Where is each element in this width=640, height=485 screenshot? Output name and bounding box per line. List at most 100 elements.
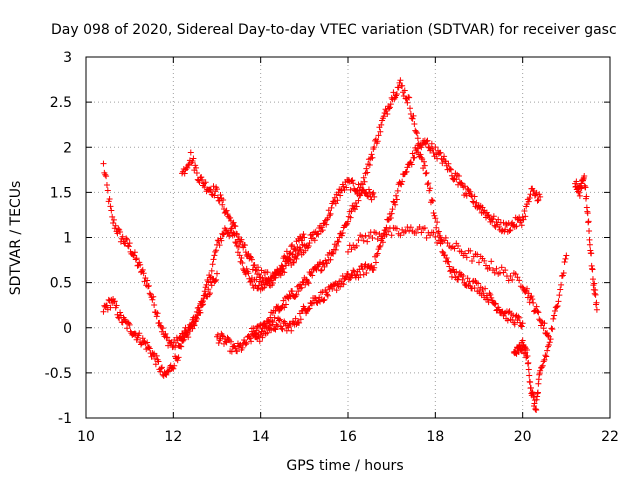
data-point [402, 228, 409, 235]
data-point [413, 230, 420, 237]
data-point [237, 341, 244, 348]
data-point [378, 121, 385, 128]
data-point [437, 149, 444, 156]
x-tick-label: 16 [339, 429, 357, 445]
data-point [411, 121, 418, 128]
data-point [321, 263, 328, 270]
data-point [347, 214, 354, 221]
data-point [444, 239, 451, 246]
data-point [278, 325, 285, 332]
data-point [149, 296, 156, 303]
data-point [211, 252, 218, 259]
data-point [193, 170, 200, 177]
data-point [306, 305, 313, 312]
data-point [210, 256, 217, 263]
data-point [290, 259, 297, 266]
data-point [277, 272, 284, 279]
data-point [324, 291, 331, 298]
data-point [421, 224, 428, 231]
data-point [302, 281, 309, 288]
data-point [332, 200, 339, 207]
data-point [308, 269, 315, 276]
data-point [207, 279, 214, 286]
data-point [133, 255, 140, 262]
data-point [288, 243, 295, 250]
data-point [524, 285, 531, 292]
data-point [151, 302, 158, 309]
data-point [317, 267, 324, 274]
data-point [327, 210, 334, 217]
data-point [410, 112, 417, 119]
data-point [110, 298, 117, 305]
data-point [212, 277, 219, 284]
data-point [234, 249, 241, 256]
data-point [589, 266, 596, 273]
data-point [563, 252, 570, 259]
data-point [177, 343, 184, 350]
data-point [526, 372, 533, 379]
data-point [369, 235, 376, 242]
data-point [521, 343, 528, 350]
data-point [238, 254, 245, 261]
data-point [227, 214, 234, 221]
data-point [480, 290, 487, 297]
data-point [289, 258, 296, 265]
data-point [486, 264, 493, 271]
data-point [157, 368, 164, 375]
data-point [512, 271, 519, 278]
data-point [399, 82, 406, 89]
data-point [181, 170, 188, 177]
data-point [184, 164, 191, 171]
data-point [113, 302, 120, 309]
data-point [557, 286, 564, 293]
data-point [243, 339, 250, 346]
data-point [491, 222, 498, 229]
data-point [231, 222, 238, 229]
data-point [286, 256, 293, 263]
data-point [103, 173, 110, 180]
data-point [191, 322, 198, 329]
x-axis-label: GPS time / hours [286, 458, 403, 474]
data-point [185, 162, 192, 169]
y-tick-label: 1 [63, 231, 72, 247]
data-point [586, 241, 593, 248]
data-point [296, 233, 303, 240]
data-point [445, 160, 452, 167]
data-point [150, 351, 157, 358]
data-point [405, 94, 412, 101]
data-point [276, 316, 283, 323]
data-point [294, 243, 301, 250]
data-point [409, 150, 416, 157]
chart-title: Day 098 of 2020, Sidereal Day-to-day VTE… [51, 22, 617, 38]
data-point [430, 209, 437, 216]
data-point [247, 279, 254, 286]
data-point [438, 236, 445, 243]
data-point [460, 273, 467, 279]
data-point [232, 223, 239, 230]
data-point [340, 183, 347, 190]
data-point [561, 258, 568, 265]
data-point [264, 329, 271, 336]
data-point [491, 269, 498, 276]
data-point [180, 336, 187, 343]
data-point [126, 321, 133, 328]
data-point [428, 196, 435, 203]
data-point [424, 137, 431, 144]
data-point [155, 358, 162, 365]
data-point [355, 237, 362, 244]
data-point [132, 256, 139, 263]
data-point [462, 183, 469, 190]
data-point [318, 224, 325, 231]
data-point [507, 273, 514, 280]
data-point [216, 242, 223, 249]
data-point [314, 300, 321, 307]
data-point [218, 237, 225, 244]
data-point [103, 302, 110, 309]
data-point [442, 234, 449, 241]
data-point [164, 334, 171, 341]
data-point [242, 341, 249, 348]
data-point [413, 128, 420, 135]
data-point [140, 270, 147, 277]
data-point [250, 325, 257, 332]
data-point [485, 212, 492, 219]
